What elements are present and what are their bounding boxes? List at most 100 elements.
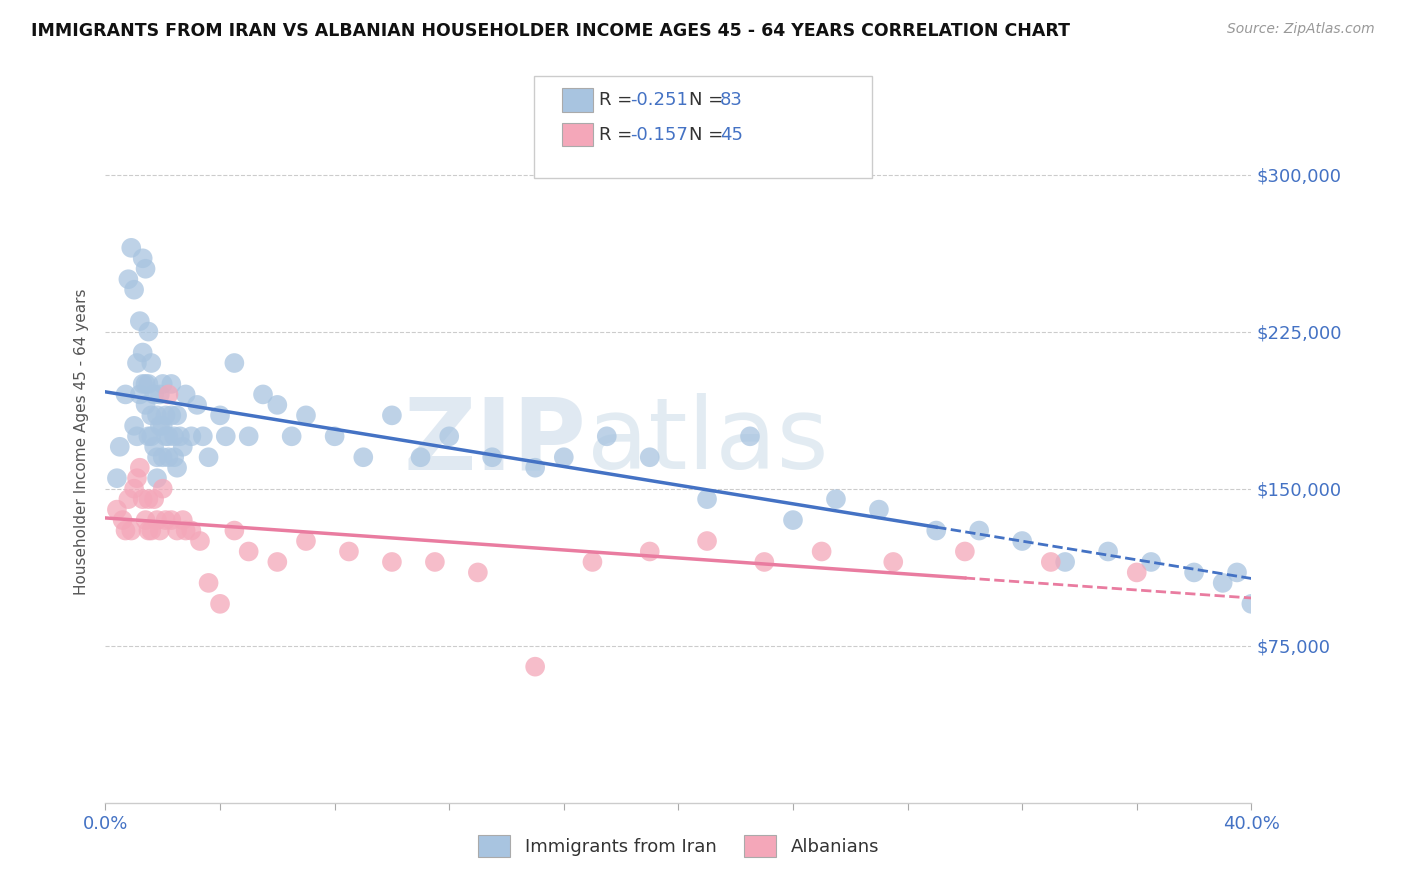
Point (157, 450, 180, 465)
Point (160, 513, 183, 527)
Point (596, 429, 619, 443)
Point (135, 398, 157, 412)
Point (925, 524, 948, 538)
Point (157, 429, 180, 443)
Text: ZIP: ZIP (404, 393, 586, 490)
Point (155, 513, 177, 527)
Point (152, 482, 174, 496)
Text: N =: N = (689, 91, 728, 109)
Point (868, 502, 890, 516)
Point (135, 513, 157, 527)
Point (825, 492, 848, 507)
Point (149, 524, 172, 538)
Point (266, 398, 288, 412)
Point (160, 409, 183, 423)
Point (125, 356, 148, 370)
Point (224, 356, 246, 370)
Point (166, 409, 188, 423)
Point (157, 387, 180, 401)
Point (524, 659, 547, 673)
Point (295, 409, 318, 423)
Point (138, 429, 160, 443)
Point (1182, 566, 1205, 580)
Point (135, 376, 157, 391)
Point (581, 555, 603, 569)
Point (105, 502, 128, 516)
Point (197, 575, 219, 590)
Point (143, 440, 166, 454)
Point (295, 534, 318, 549)
Point (146, 513, 169, 527)
Point (215, 429, 238, 443)
Point (141, 409, 163, 423)
Text: -0.157: -0.157 (630, 126, 688, 144)
Point (143, 492, 166, 507)
Y-axis label: Householder Income Ages 45 - 64 years: Householder Income Ages 45 - 64 years (75, 288, 90, 595)
Text: atlas: atlas (586, 393, 828, 490)
Point (105, 471, 128, 485)
Point (117, 492, 139, 507)
Point (481, 450, 503, 465)
Point (754, 555, 776, 569)
Point (467, 566, 489, 580)
Point (696, 534, 718, 549)
Point (120, 241, 142, 255)
Point (131, 492, 153, 507)
Point (146, 471, 169, 485)
Point (138, 376, 160, 391)
Point (381, 409, 404, 423)
Point (117, 272, 139, 286)
Point (128, 387, 150, 401)
Point (810, 544, 832, 558)
Point (122, 418, 145, 433)
Point (953, 544, 976, 558)
Text: -0.251: -0.251 (630, 91, 688, 109)
Point (169, 429, 191, 443)
Point (122, 482, 145, 496)
Point (141, 356, 163, 370)
Point (138, 524, 160, 538)
Point (146, 409, 169, 423)
Point (197, 450, 219, 465)
Point (1140, 555, 1163, 569)
Point (1097, 544, 1119, 558)
Point (1125, 566, 1147, 580)
Point (149, 418, 172, 433)
Point (114, 387, 136, 401)
Point (122, 283, 145, 297)
Point (1240, 597, 1263, 611)
Point (638, 544, 661, 558)
Legend: Immigrants from Iran, Albanians: Immigrants from Iran, Albanians (468, 826, 889, 866)
Point (252, 387, 274, 401)
Text: N =: N = (689, 126, 728, 144)
Text: 45: 45 (720, 126, 742, 144)
Point (120, 524, 142, 538)
Point (208, 409, 231, 423)
Point (146, 450, 169, 465)
Point (266, 555, 288, 569)
Point (738, 429, 761, 443)
Point (180, 429, 202, 443)
Point (131, 376, 153, 391)
Point (1054, 555, 1077, 569)
Point (1212, 575, 1234, 590)
Point (1011, 534, 1033, 549)
Point (1039, 555, 1062, 569)
Point (524, 460, 547, 475)
Point (174, 524, 197, 538)
Point (141, 429, 163, 443)
Point (166, 524, 188, 538)
Point (224, 524, 246, 538)
Text: R =: R = (599, 91, 638, 109)
Point (108, 440, 131, 454)
Point (160, 376, 183, 391)
Point (1226, 566, 1249, 580)
Text: Source: ZipAtlas.com: Source: ZipAtlas.com (1227, 22, 1375, 37)
Text: IMMIGRANTS FROM IRAN VS ALBANIAN HOUSEHOLDER INCOME AGES 45 - 64 YEARS CORRELATI: IMMIGRANTS FROM IRAN VS ALBANIAN HOUSEHO… (31, 22, 1070, 40)
Point (128, 314, 150, 328)
Point (352, 450, 374, 465)
Point (166, 460, 188, 475)
Point (172, 440, 194, 454)
Point (152, 376, 174, 391)
Point (782, 513, 804, 527)
